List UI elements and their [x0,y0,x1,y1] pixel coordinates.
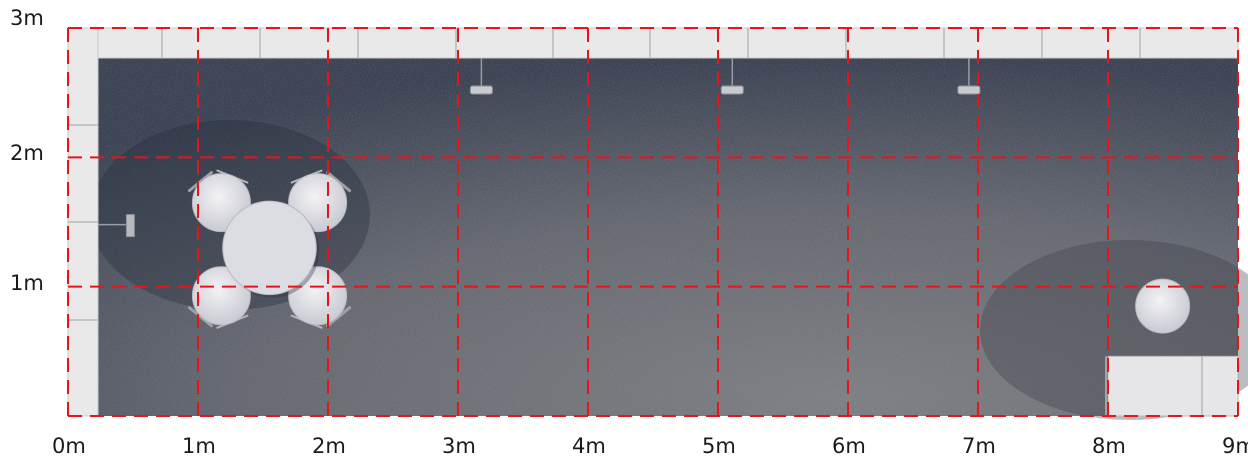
grid-overlay [67,27,1239,417]
socket-icon [98,214,135,238]
x-tick-label: 6m [832,434,866,458]
x-tick-label: 1m [182,434,216,458]
x-tick-label: 2m [312,434,346,458]
counter-icon [1105,355,1239,417]
furniture-layer [98,58,1239,417]
x-tick-label: 8m [1092,434,1126,458]
y-tick-label: 1m [10,270,44,295]
back-wall [67,27,1239,59]
spotlight-icon [469,58,493,95]
spotlight-icon [957,58,981,95]
x-tick-label: 7m [962,434,996,458]
x-tick-label: 5m [702,434,736,458]
x-tick-label: 3m [442,434,476,458]
chair-icon [187,266,251,329]
x-tick-label: 9m [1222,434,1248,458]
chair-icon [288,266,352,329]
x-tick-label: 4m [572,434,606,458]
spotlight-icon [720,58,744,95]
y-tick-label: 2m [10,141,44,166]
stool-icon [1135,278,1191,334]
x-tick-label: 0m [52,434,86,458]
round-table-icon [222,200,320,298]
y-tick-label: 3m [10,6,44,30]
wall-seams [68,28,1141,321]
